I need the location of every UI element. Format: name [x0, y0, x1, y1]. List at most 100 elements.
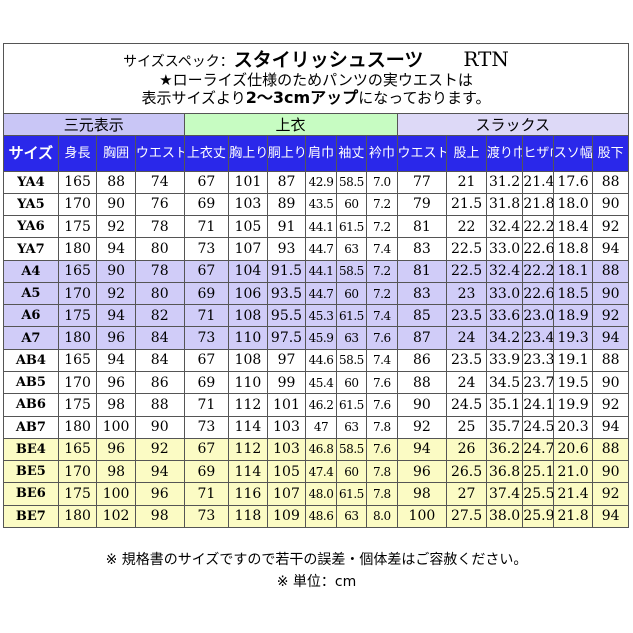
table-cell: 43.5 [305, 192, 337, 217]
table-cell: 44.6 [305, 348, 337, 372]
table-cell: 42.9 [305, 170, 337, 194]
table-cell: 7.2 [366, 192, 398, 217]
table-cell: 60 [335, 370, 368, 395]
size-code-cell: AB5 [3, 370, 59, 395]
table-cell: 165 [57, 170, 98, 194]
table-cell: 22.5 [446, 259, 487, 283]
table-cell: 18.8 [552, 237, 594, 261]
table-cell: 175 [57, 215, 98, 239]
column-header-row: サイズ身長胸囲ウエスト上衣丈胸上り胴上り肩巾袖丈衿巾ウエスト上り股上渡り巾ヒザ巾… [3, 135, 629, 172]
tolerance-note: ※ 規格書のサイズですので若干の誤差・個体差はご容赦ください。 [105, 552, 528, 568]
waist-note-post: になっております。 [358, 88, 491, 107]
table-cell: 24 [446, 370, 487, 395]
table-cell: 61.5 [335, 393, 368, 417]
table-cell: 74 [134, 170, 185, 194]
table-cell: 63 [335, 504, 368, 529]
table-cell: 73 [183, 237, 230, 261]
table-cell: 100 [96, 482, 136, 506]
table-cell: 101 [266, 393, 307, 417]
table-cell: 90 [592, 281, 629, 306]
table-cell: 170 [57, 460, 98, 484]
table-cell: 45.4 [305, 370, 337, 395]
table-cell: 71 [183, 393, 230, 417]
table-cell: 90 [134, 415, 185, 439]
table-cell: 20.6 [552, 437, 594, 462]
table-cell: 71 [183, 304, 230, 328]
table-cell: 165 [57, 348, 98, 372]
table-cell: 87 [396, 326, 448, 350]
table-cell: 45.3 [305, 304, 337, 328]
table-cell: 23 [446, 281, 487, 306]
column-header: ウエスト上り [396, 135, 448, 172]
table-cell: 18.0 [552, 192, 594, 217]
column-header: 股上 [446, 135, 487, 172]
size-code-cell: A5 [3, 281, 59, 306]
table-cell: 33.0 [485, 281, 524, 306]
table-cell: 175 [57, 304, 98, 328]
table-cell: 79 [396, 192, 448, 217]
table-cell: 24.7 [522, 437, 554, 462]
table-row: AB7 180 100 90 73 114 103 47 63 7.8 92 25 35.7 24.5 20… [3, 415, 629, 439]
table-cell: 94 [96, 348, 136, 372]
table-cell: 78 [134, 259, 185, 283]
size-code-cell: A4 [3, 259, 59, 283]
spec-title-block: サイズスペック：スタイリッシュスーツ RTN ★ローライズ仕様のためパンツの実ウエ… [3, 43, 629, 114]
table-cell: 58.5 [335, 437, 368, 462]
table-cell: 7.4 [366, 304, 398, 328]
table-cell: 8.0 [366, 504, 398, 529]
size-rows: YA4 165 88 74 67 101 87 42.9 58.5 7.0 77 21 31.2 21.4… [3, 170, 629, 529]
table-cell: 110 [228, 370, 268, 395]
table-cell: 165 [57, 259, 98, 283]
table-cell: 25.5 [522, 482, 554, 506]
table-cell: 69 [183, 460, 230, 484]
table-cell: 38.0 [485, 504, 524, 529]
table-cell: 7.2 [366, 281, 398, 306]
table-cell: 88 [592, 259, 629, 283]
table-cell: 18.4 [552, 215, 594, 239]
table-cell: 25 [446, 415, 487, 439]
size-code-cell: AB6 [3, 393, 59, 417]
table-cell: 180 [57, 237, 98, 261]
table-cell: 105 [266, 460, 307, 484]
table-row: A4 165 90 78 67 104 91.5 44.1 58.5 7.2 81 22.5 32.4 2… [3, 259, 629, 283]
table-cell: 46.2 [305, 393, 337, 417]
table-cell: 107 [266, 482, 307, 506]
table-cell: 21.4 [552, 482, 594, 506]
table-cell: 175 [57, 482, 98, 506]
table-cell: 96 [396, 460, 448, 484]
table-cell: 98 [96, 460, 136, 484]
size-code-cell: YA4 [3, 170, 59, 194]
table-cell: 91 [266, 215, 307, 239]
table-cell: 60 [335, 281, 368, 306]
waist-note-bold: 2〜3cmアップ [245, 87, 359, 107]
table-cell: 44.7 [305, 281, 337, 306]
table-cell: 103 [266, 415, 307, 439]
column-header: ヒザ巾 [522, 135, 554, 172]
table-cell: 108 [228, 348, 268, 372]
table-cell: 83 [396, 281, 448, 306]
table-cell: 35.1 [485, 393, 524, 417]
product-name: スタイリッシュスーツ [233, 48, 424, 71]
table-cell: 95.5 [266, 304, 307, 328]
table-cell: 98 [396, 482, 448, 506]
table-row: A6 175 94 82 71 108 95.5 45.3 61.5 7.4 85 23.5 33.6 2… [3, 304, 629, 328]
table-cell: 24.1 [522, 393, 554, 417]
table-cell: 27 [446, 482, 487, 506]
table-cell: 106 [228, 281, 268, 306]
table-cell: 114 [228, 415, 268, 439]
table-cell: 112 [228, 437, 268, 462]
table-row: YA7 180 94 80 73 107 93 44.7 63 7.4 83 22.5 33.0 22.6… [3, 237, 629, 261]
table-cell: 47 [305, 415, 337, 439]
table-cell: 102 [96, 504, 136, 529]
table-cell: 67 [183, 170, 230, 194]
table-cell: 165 [57, 437, 98, 462]
table-cell: 67 [183, 259, 230, 283]
table-cell: 31.8 [485, 192, 524, 217]
spec-label: サイズスペック： [123, 53, 234, 70]
table-cell: 85 [396, 304, 448, 328]
size-code-cell: YA6 [3, 215, 59, 239]
table-cell: 118 [228, 504, 268, 529]
table-cell: 90 [96, 192, 136, 217]
table-cell: 18.9 [552, 304, 594, 328]
column-header: 肩巾 [305, 135, 337, 172]
